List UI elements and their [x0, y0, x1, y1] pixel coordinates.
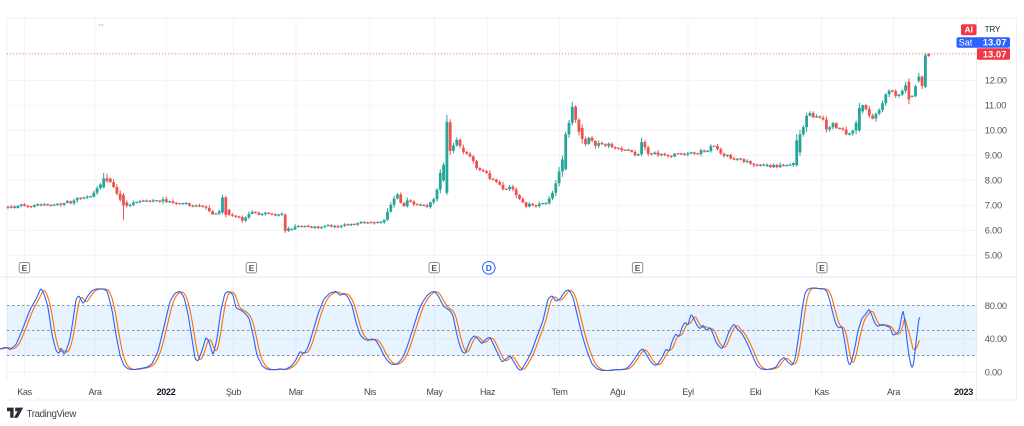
svg-text:Eki: Eki — [750, 387, 762, 397]
svg-text:May: May — [426, 387, 443, 397]
svg-text:TradingView: TradingView — [27, 409, 78, 420]
svg-text:Ara: Ara — [88, 387, 101, 397]
svg-text:7.00: 7.00 — [985, 201, 1002, 211]
svg-text:E: E — [249, 263, 255, 273]
svg-text:E: E — [431, 263, 437, 273]
svg-text:Ara: Ara — [887, 387, 900, 397]
svg-text:2023: 2023 — [954, 387, 973, 397]
svg-text:E: E — [635, 263, 641, 273]
svg-text:Kas: Kas — [17, 387, 32, 397]
svg-text:11.00: 11.00 — [985, 101, 1006, 111]
svg-text:12.00: 12.00 — [985, 76, 1007, 86]
svg-text:Sat: Sat — [959, 38, 973, 48]
svg-text:6.00: 6.00 — [985, 226, 1002, 236]
svg-text:0.00: 0.00 — [985, 368, 1002, 378]
svg-text:Eyl: Eyl — [682, 387, 694, 397]
svg-text:10.00: 10.00 — [985, 126, 1007, 136]
svg-text:Şub: Şub — [226, 387, 241, 397]
svg-text:Ağu: Ağu — [610, 387, 625, 397]
svg-text:D: D — [486, 263, 492, 273]
svg-text:Tem: Tem — [551, 387, 567, 397]
svg-text:E: E — [22, 263, 28, 273]
svg-text:Kas: Kas — [814, 387, 829, 397]
svg-text:Mar: Mar — [289, 387, 304, 397]
svg-text:80.00: 80.00 — [985, 301, 1007, 311]
svg-text:5.00: 5.00 — [985, 251, 1002, 261]
svg-text:Nis: Nis — [364, 387, 377, 397]
svg-text:Al: Al — [964, 25, 973, 35]
svg-text:TRY: TRY — [985, 24, 1001, 34]
svg-text:2022: 2022 — [157, 387, 176, 397]
svg-text:Haz: Haz — [480, 387, 496, 397]
svg-text:13.07: 13.07 — [983, 49, 1007, 60]
svg-text:E: E — [819, 263, 825, 273]
svg-text:9.00: 9.00 — [985, 151, 1002, 161]
svg-text:13.07: 13.07 — [983, 38, 1007, 49]
svg-text:8.00: 8.00 — [985, 176, 1002, 186]
svg-text:40.00: 40.00 — [985, 334, 1007, 344]
